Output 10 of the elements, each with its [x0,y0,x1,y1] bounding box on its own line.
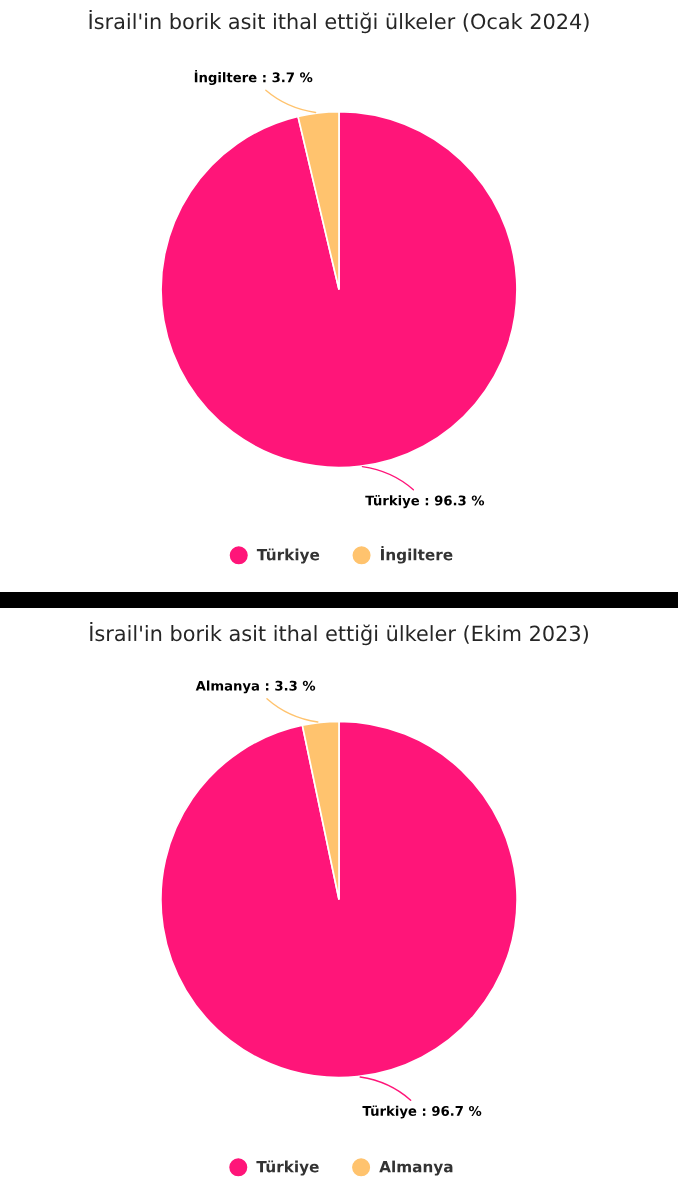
legend-label: Türkiye [256,548,320,564]
data-label: İngiltere : 3.7 % [194,69,313,85]
chart-title: İsrail'in borik asit ithal ettiği ülkeler (Ocak 2024) [89,9,589,34]
legend-label: İngiltere [381,546,453,564]
chart-title: İsrail'in borik asit ithal ettiği ülkeler (Ekim 2023) [90,621,588,646]
data-label: Türkiye : 96.7 % [362,1105,482,1119]
legend-label: Almanya [379,1160,453,1176]
legend-label: Türkiye [256,1160,319,1176]
data-label: Türkiye : 96.3 % [365,495,485,509]
data-label: Almanya : 3.3 % [195,680,316,694]
